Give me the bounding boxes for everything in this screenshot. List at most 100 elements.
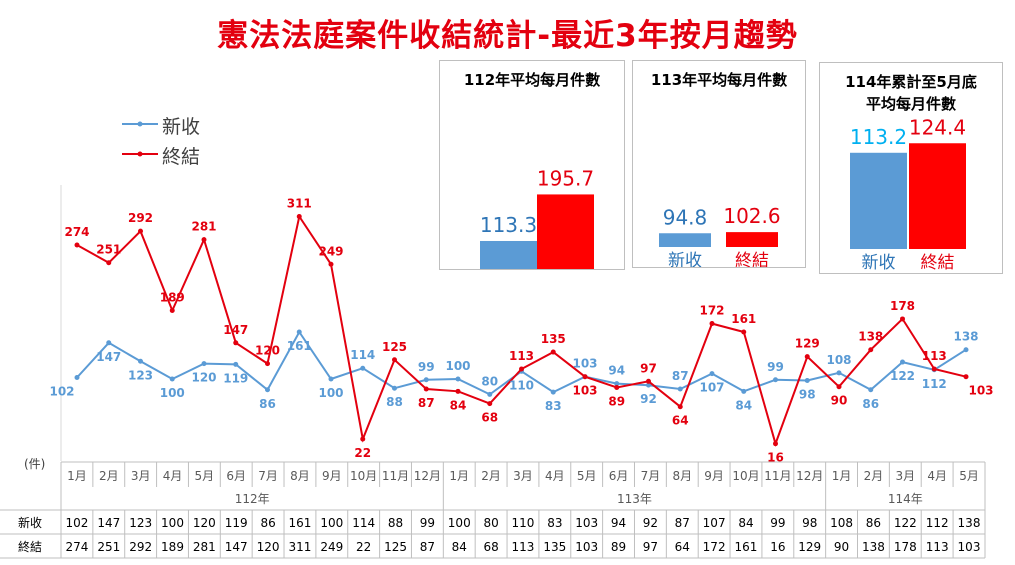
month-tick-label: 1月 (449, 469, 469, 483)
table-cell-received: 110 (512, 516, 535, 530)
summary-value-received: 113.2 (850, 125, 907, 149)
received-data-label: 86 (862, 397, 879, 411)
received-point (201, 361, 207, 367)
received-data-label: 94 (608, 364, 625, 378)
received-point (773, 377, 778, 383)
received-data-label: 83 (545, 399, 562, 413)
summary-value-received: 94.8 (663, 205, 708, 229)
month-tick-label: 11月 (382, 469, 409, 483)
table-cell-closed: 147 (225, 540, 248, 554)
table-cell-received: 80 (483, 516, 498, 530)
closed-data-label: 147 (223, 323, 248, 337)
closed-data-label: 138 (858, 330, 883, 344)
table-cell-received: 103 (575, 516, 598, 530)
received-point (963, 347, 969, 353)
received-data-label: 80 (481, 374, 498, 388)
closed-data-label: 84 (450, 398, 467, 412)
received-data-label: 87 (672, 369, 689, 383)
table-cell-closed: 89 (611, 540, 626, 554)
received-point (741, 388, 747, 394)
closed-data-label: 251 (96, 243, 121, 257)
closed-data-label: 103 (572, 384, 597, 398)
received-data-label: 108 (826, 353, 851, 367)
received-point (106, 340, 112, 346)
month-tick-label: 12月 (414, 469, 441, 483)
table-cell-received: 88 (388, 516, 403, 530)
legend-swatch-closed (122, 151, 158, 157)
closed-point (138, 228, 143, 234)
table-cell-closed: 189 (161, 540, 184, 554)
closed-data-label: 89 (608, 394, 625, 408)
table-cell-closed: 113 (512, 540, 535, 554)
table-row-label-received: 新收 (18, 515, 42, 530)
received-data-label: 100 (160, 386, 185, 400)
closed-point (74, 242, 80, 248)
summary-title-114-line1: 114年累計至5月底 (845, 73, 977, 91)
closed-point (868, 347, 874, 353)
year-tick-label: 113年 (617, 492, 652, 506)
table-cell-closed: 120 (257, 540, 280, 554)
received-point (169, 376, 175, 382)
table-cell-closed: 129 (798, 540, 821, 554)
closed-data-label: 281 (191, 220, 216, 234)
received-data-label: 103 (572, 357, 597, 371)
closed-data-label: 274 (64, 225, 89, 239)
closed-point (328, 261, 334, 267)
table-cell-closed: 97 (643, 540, 658, 554)
summary-box-113: 113年平均每月件數 94.8 102.6 新收 終結 (632, 60, 806, 268)
closed-data-label: 189 (160, 290, 185, 304)
summary-bar-received (850, 152, 907, 249)
closed-point (550, 349, 556, 355)
month-tick-label: 5月 (959, 469, 979, 483)
table-cell-closed: 84 (452, 540, 467, 554)
closed-point (836, 384, 842, 390)
table-cell-closed: 292 (129, 540, 152, 554)
closed-point (931, 366, 937, 372)
month-tick-label: 5月 (195, 469, 215, 483)
closed-point (963, 374, 969, 380)
closed-point (296, 214, 302, 220)
month-tick-label: 2月 (99, 469, 119, 483)
closed-data-label: 129 (795, 337, 820, 351)
received-point (74, 374, 80, 380)
closed-point (646, 378, 651, 384)
closed-point (677, 404, 683, 410)
received-data-label: 114 (350, 348, 375, 362)
received-point (868, 387, 874, 393)
received-data-label: 147 (96, 350, 121, 364)
closed-point (455, 388, 461, 394)
month-tick-label: 2月 (481, 469, 501, 483)
table-cell-closed: 16 (770, 540, 785, 554)
year-tick-label: 114年 (888, 492, 923, 506)
summary-title-114-line2: 平均每月件數 (865, 95, 956, 113)
received-data-label: 119 (223, 371, 248, 385)
closed-data-label: 311 (287, 197, 312, 211)
closed-point (106, 260, 112, 266)
closed-data-label: 16 (767, 451, 784, 465)
table-cell-received: 122 (894, 516, 917, 530)
closed-data-label: 103 (968, 384, 993, 398)
received-data-label: 138 (953, 330, 978, 344)
month-tick-label: 8月 (672, 469, 692, 483)
month-tick-label: 5月 (577, 469, 597, 483)
month-tick-label: 3月 (895, 469, 915, 483)
table-cell-received: 98 (802, 516, 817, 530)
table-cell-received: 92 (643, 516, 658, 530)
closed-point (519, 366, 524, 372)
closed-point (169, 307, 175, 313)
summary-label-closed: 終結 (735, 251, 769, 267)
table-cell-received: 102 (65, 516, 88, 530)
month-tick-label: 6月 (226, 469, 246, 483)
table-cell-closed: 22 (356, 540, 371, 554)
summary-label-received: 新收 (668, 251, 702, 267)
month-tick-label: 9月 (322, 469, 342, 483)
table-cell-received: 94 (611, 516, 626, 530)
closed-data-label: 135 (541, 332, 566, 346)
month-tick-label: 4月 (545, 469, 565, 483)
summary-bar-received (659, 233, 711, 247)
table-cell-received: 138 (958, 516, 981, 530)
table-cell-received: 123 (129, 516, 152, 530)
summary-value-closed: 195.7 (537, 166, 594, 190)
